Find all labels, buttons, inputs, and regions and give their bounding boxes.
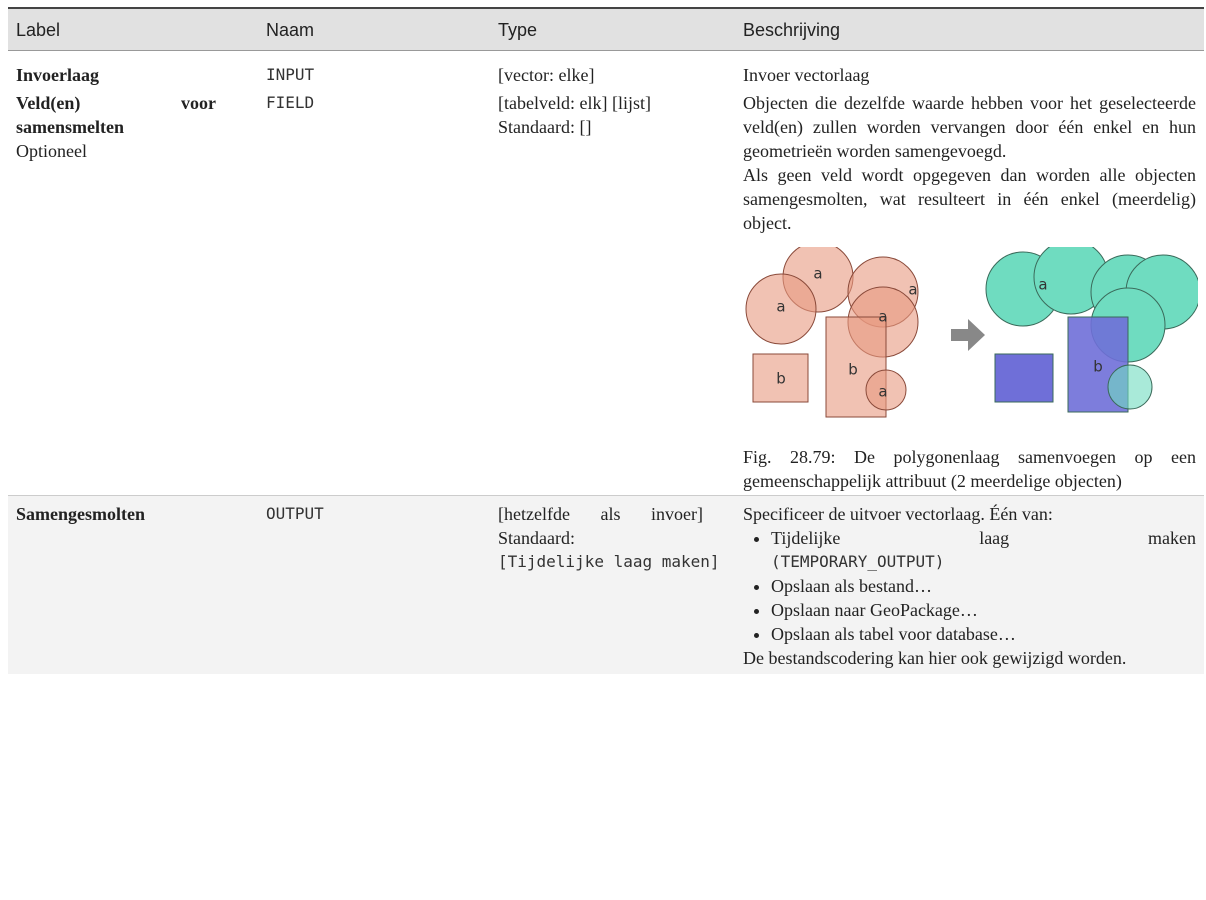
- option: Opslaan als bestand…: [771, 574, 1196, 598]
- type: [hetzelfde als invoer]: [498, 504, 703, 524]
- figure-label: b: [848, 361, 858, 379]
- figure-label: a: [908, 281, 917, 299]
- option: Tijdelijke laag maken (TEMPORARY_OUTPUT): [771, 526, 1196, 574]
- name: INPUT: [266, 65, 315, 84]
- figure-label: b: [776, 370, 786, 388]
- figure-label: a: [1038, 276, 1047, 294]
- name: OUTPUT: [258, 495, 490, 674]
- figure-label: a: [878, 383, 887, 401]
- type: Standaard:: [498, 528, 575, 548]
- figure-label: b: [1093, 358, 1103, 376]
- option-code: (TEMPORARY_OUTPUT): [771, 552, 945, 571]
- option-text: Opslaan als tabel voor database…: [771, 624, 1016, 644]
- label: Samengesmolten: [16, 504, 145, 524]
- header-cell: Label: [8, 7, 258, 51]
- figure: a a a a b b a a b: [745, 247, 1198, 418]
- parameter-table: Label Naam Type Beschrijving Invoerlaag …: [8, 7, 1204, 674]
- header-cell: Beschrijving: [735, 7, 1204, 51]
- label: Invoerlaag: [16, 65, 99, 85]
- figure-label: a: [813, 265, 822, 283]
- type: Standaard: []: [498, 117, 592, 137]
- option-text: Opslaan naar GeoPackage…: [771, 600, 978, 620]
- figure-label: a: [878, 308, 887, 326]
- description: Als geen veld wordt opgegeven dan worden…: [743, 165, 1196, 233]
- option-text: Opslaan als bestand…: [771, 576, 932, 596]
- type: [tabelveld: elk] [lijst]: [498, 93, 651, 113]
- header-cell: Naam: [258, 7, 490, 51]
- option: Opslaan als tabel voor database…: [771, 622, 1196, 646]
- description: Objecten die dezelfde waarde hebben voor…: [743, 93, 1196, 161]
- type-code: [Tijdelijke laag maken]: [498, 552, 720, 571]
- description: Specificeer de uitvoer vectorlaag. Één v…: [743, 504, 1053, 524]
- description: Invoer vectorlaag: [743, 65, 870, 85]
- option-text: Tijdelijke laag maken: [771, 528, 1196, 548]
- option-list: Tijdelijke laag maken (TEMPORARY_OUTPUT) O…: [743, 526, 1196, 646]
- figure-caption: Fig. 28.79: De polygonenlaag samenvoegen…: [743, 447, 1196, 491]
- label: Veld(en) voor samensmelten: [16, 93, 216, 137]
- option: Opslaan naar GeoPackage…: [771, 598, 1196, 622]
- row: Veld(en) voor samensmelten Optioneel FIEL…: [8, 89, 1204, 496]
- type: [vector: elke]: [498, 65, 595, 85]
- figure-label: a: [776, 298, 785, 316]
- header-cell: Type: [490, 7, 735, 51]
- description: De bestandscodering kan hier ook gewijzi…: [743, 648, 1127, 668]
- header-row: Label Naam Type Beschrijving: [8, 7, 1204, 51]
- row: Samengesmolten OUTPUT [hetzelfde als inv…: [8, 495, 1204, 674]
- row: Invoerlaag INPUT [vector: elke] Invoer v…: [8, 51, 1204, 90]
- note: Optioneel: [16, 141, 87, 161]
- name: FIELD: [266, 93, 315, 112]
